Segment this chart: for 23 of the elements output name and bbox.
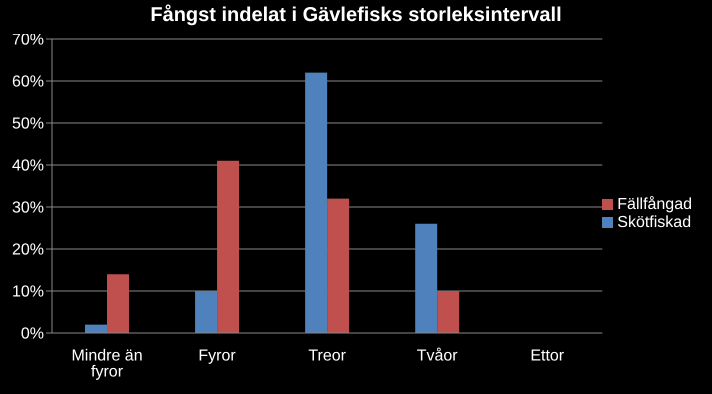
legend-label: Fällfångad [617, 196, 692, 213]
y-tick-label: 10% [12, 284, 44, 301]
x-tick-label: Fyror [198, 347, 236, 364]
bar [437, 291, 460, 333]
x-tick-label: Mindre än fyror [71, 347, 143, 380]
chart-title: Fångst indelat i Gävlefisks storleksintervall [150, 4, 562, 26]
legend-label: Skötfiskad [617, 214, 692, 231]
bar [415, 224, 438, 333]
x-tick-label: Tvåor [416, 347, 458, 364]
y-tick-label: 20% [12, 242, 44, 259]
bar [305, 72, 328, 333]
y-tick-label: 0% [20, 326, 44, 343]
y-tick-label: 30% [12, 200, 44, 217]
y-tick-label: 40% [12, 158, 44, 175]
bar [327, 198, 350, 333]
bar [217, 160, 240, 333]
y-tick-label: 50% [12, 116, 44, 133]
bar [85, 324, 108, 333]
x-tick-label: Treor [308, 347, 347, 364]
x-tick-label: Ettor [530, 347, 565, 364]
y-tick-label: 60% [12, 74, 44, 91]
bar [195, 291, 218, 333]
bar [107, 274, 130, 333]
